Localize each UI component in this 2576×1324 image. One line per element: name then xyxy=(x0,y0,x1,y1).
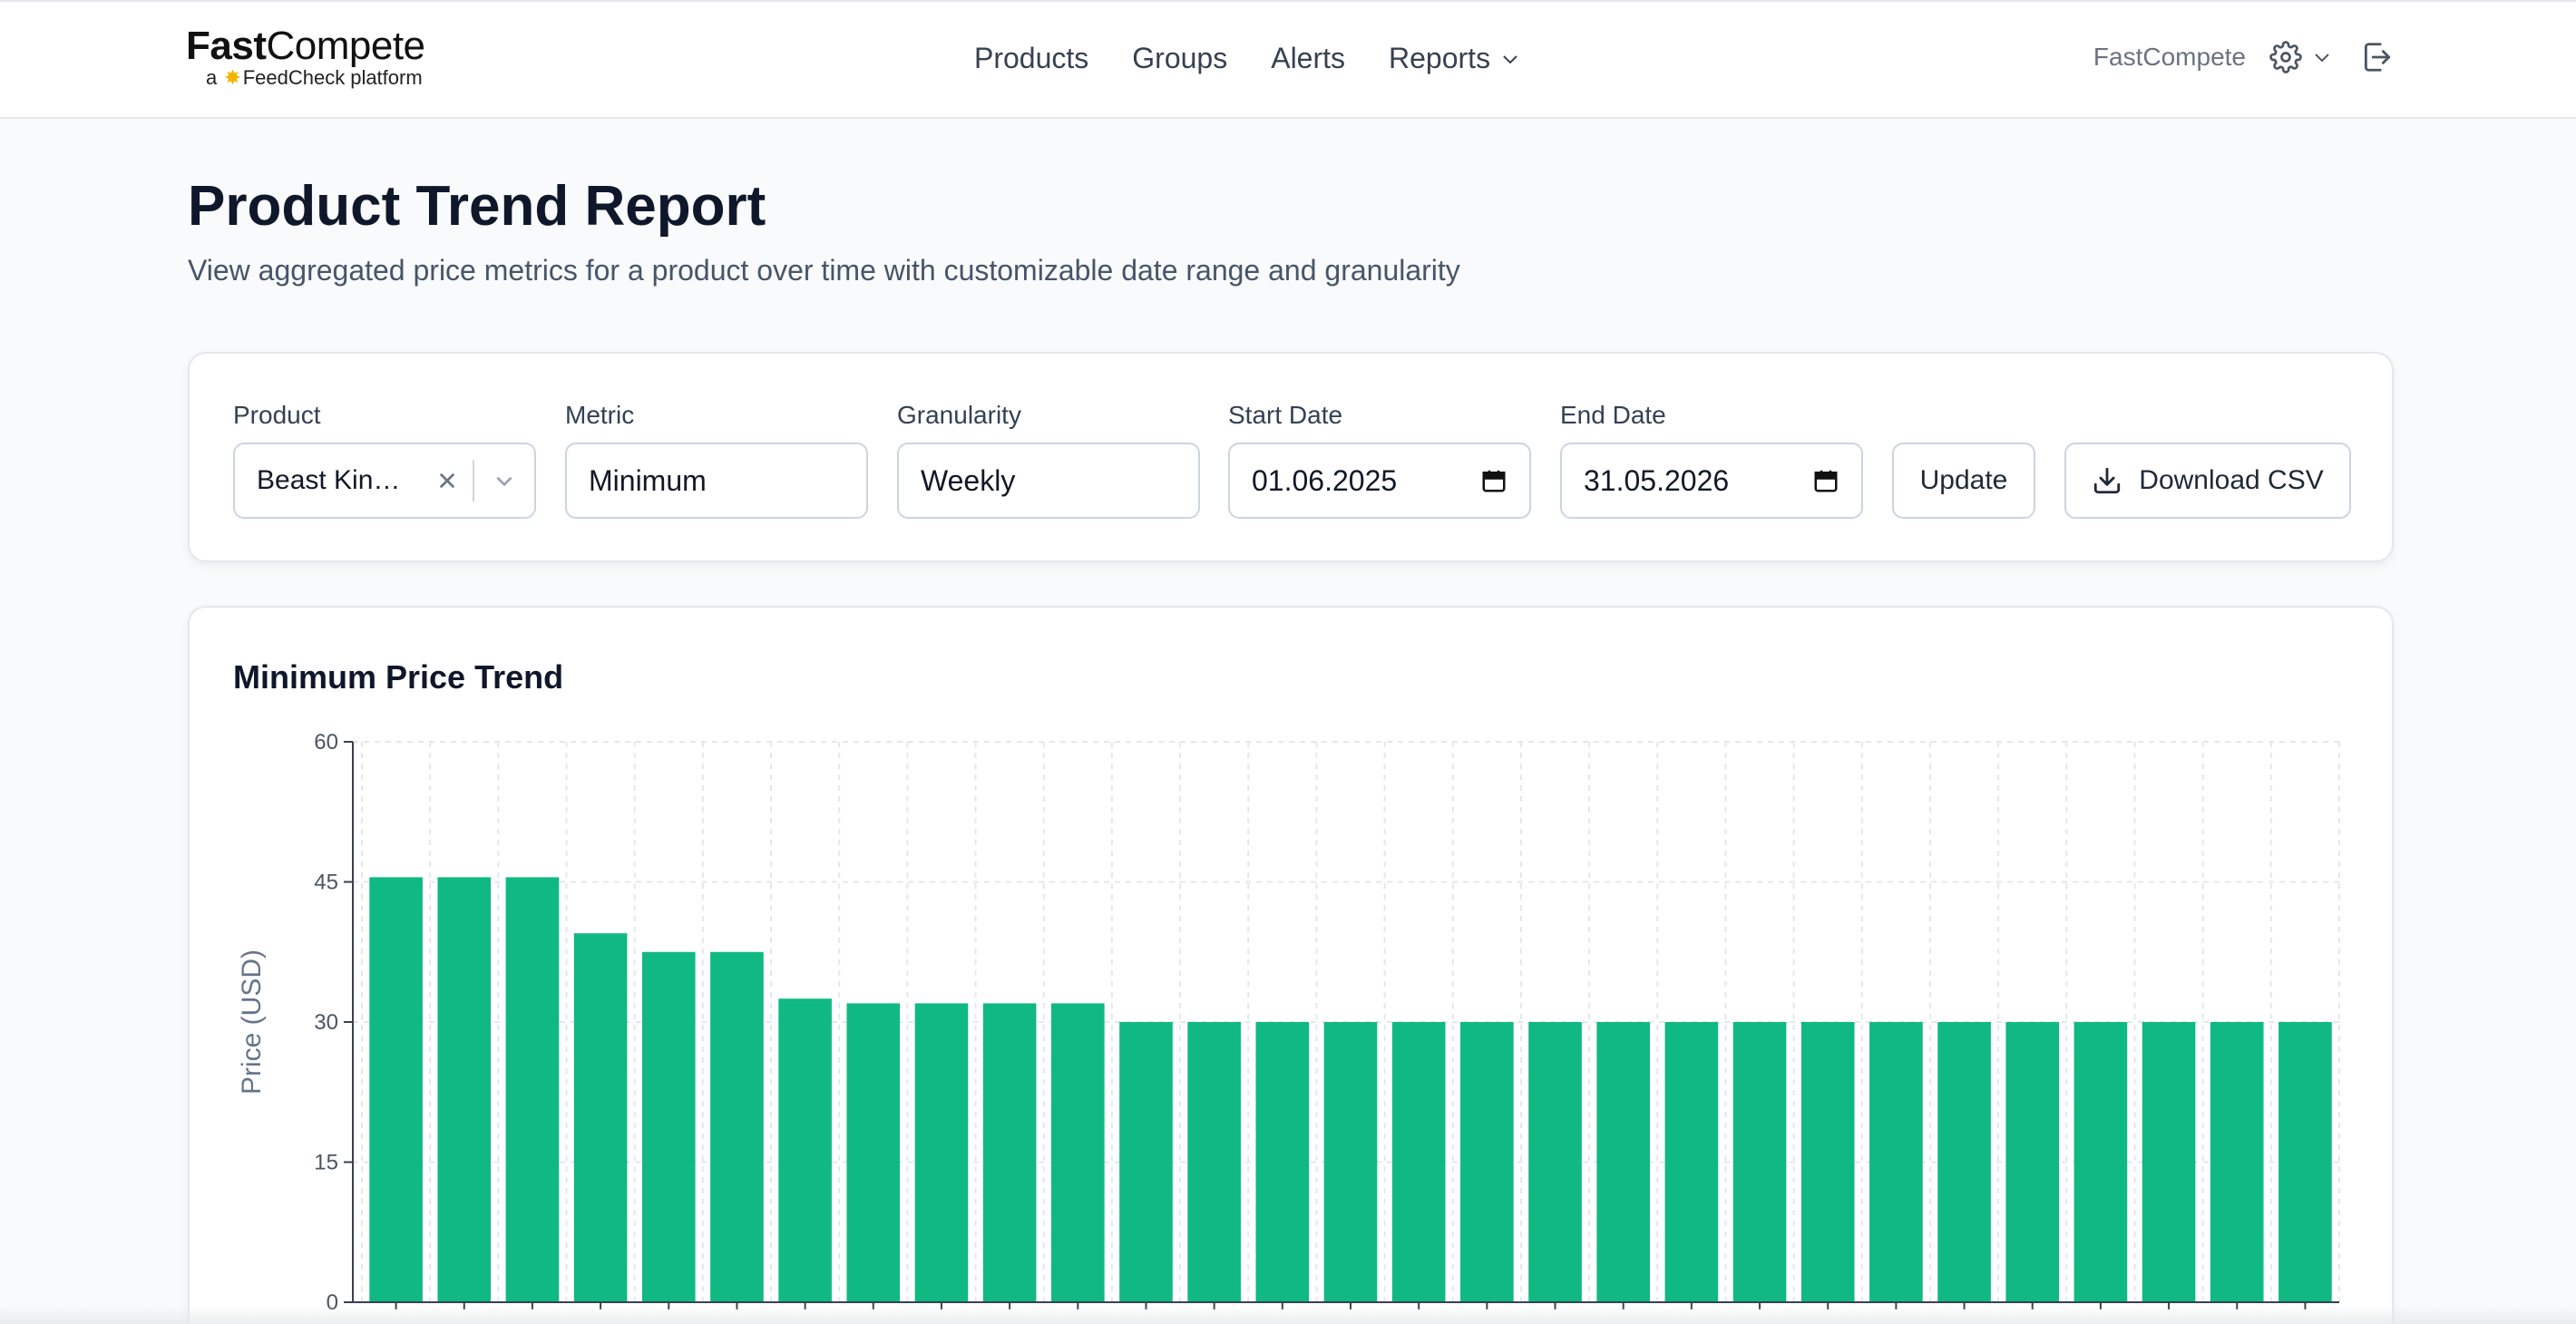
nav-reports[interactable]: Reports xyxy=(1389,42,1521,75)
chart-bar xyxy=(573,933,628,1302)
header-user-area: FastCompete xyxy=(2093,40,2395,74)
chart-bar xyxy=(1187,1022,1241,1302)
nav-products[interactable]: Products xyxy=(974,42,1089,74)
gear-icon xyxy=(2269,41,2302,73)
chevron-down-icon xyxy=(1503,54,1517,63)
viewport-edge-shadow xyxy=(0,1306,2576,1324)
chart-bar xyxy=(369,877,423,1302)
top-navbar: FastCompete a ✸ FeedCheck platform Produ… xyxy=(0,0,2576,119)
end-date-input[interactable]: 31.05.2026 xyxy=(1560,443,1863,519)
feedcheck-star-icon: ✸ xyxy=(224,66,241,89)
end-date-value: 31.05.2026 xyxy=(1584,463,1730,497)
product-dropdown-toggle[interactable] xyxy=(474,469,534,492)
logo[interactable]: FastCompete a ✸ FeedCheck platform xyxy=(186,25,425,89)
chart-bar xyxy=(641,951,696,1302)
metric-select-value: Minimum xyxy=(589,463,707,497)
org-name: FastCompete xyxy=(2093,43,2246,71)
chart-bar xyxy=(1460,1022,1514,1302)
calendar-icon[interactable] xyxy=(1812,467,1839,494)
calendar-icon[interactable] xyxy=(1480,467,1508,494)
start-date-input[interactable]: 01.06.2025 xyxy=(1228,443,1531,519)
start-date-label: Start Date xyxy=(1228,401,1343,429)
chart-bar xyxy=(1323,1022,1378,1302)
product-field: Product Beast Kin… xyxy=(233,401,536,519)
chart-card: Minimum Price Trend 0 15 30 45 60 Price (USD) xyxy=(188,606,2394,1324)
chart-title: Minimum Price Trend xyxy=(233,658,564,696)
chart-bar xyxy=(846,1003,901,1302)
update-button[interactable]: Update xyxy=(1892,443,2035,519)
end-date-label: End Date xyxy=(1560,401,1666,429)
chart-bar xyxy=(2210,1022,2264,1302)
granularity-field: Granularity Weekly xyxy=(897,401,1200,519)
chart-bar xyxy=(2278,1022,2332,1302)
y-tick-label: 15 xyxy=(314,1151,338,1175)
chevron-down-icon xyxy=(2315,54,2329,63)
download-csv-button[interactable]: Download CSV xyxy=(2064,443,2351,519)
chart-bar xyxy=(2073,1022,2128,1302)
chart-bar xyxy=(1528,1022,1582,1302)
page-title: Product Trend Report xyxy=(188,175,766,238)
start-date-field: Start Date 01.06.2025 xyxy=(1228,401,1531,519)
chart-bar xyxy=(1391,1022,1446,1302)
logout-icon xyxy=(2364,43,2391,72)
chart-bar xyxy=(914,1003,969,1302)
y-axis-title: Price (USD) xyxy=(237,949,267,1095)
main-nav: Products Groups Alerts Reports xyxy=(974,42,1565,75)
chart-bar xyxy=(505,877,560,1302)
chart-bar xyxy=(1664,1022,1719,1302)
metric-label: Metric xyxy=(565,401,635,429)
close-icon xyxy=(440,473,454,488)
chart-bar xyxy=(1869,1022,1923,1302)
filter-panel: Product Beast Kin… Metric Minimum Granul… xyxy=(188,352,2394,562)
download-icon xyxy=(2094,467,2121,494)
logo-tagline: a ✸ FeedCheck platform xyxy=(206,66,423,89)
metric-select[interactable]: Minimum xyxy=(565,443,868,519)
chart-bar xyxy=(437,877,492,1302)
chevron-down-icon xyxy=(496,476,512,487)
product-label: Product xyxy=(233,401,321,429)
chart-bar xyxy=(1596,1022,1651,1302)
chart-bar xyxy=(2142,1022,2196,1302)
page-subtitle: View aggregated price metrics for a prod… xyxy=(188,254,1460,287)
logout-button[interactable] xyxy=(2360,40,2395,74)
y-tick-label: 30 xyxy=(314,1010,338,1035)
product-select[interactable]: Beast Kin… xyxy=(233,443,536,519)
clear-selection-button[interactable] xyxy=(422,471,473,491)
chart-bar xyxy=(982,1003,1037,1302)
chart-bar xyxy=(1119,1022,1173,1302)
granularity-select-value: Weekly xyxy=(921,463,1016,497)
select-separator xyxy=(473,460,474,501)
settings-menu-button[interactable] xyxy=(2269,41,2333,73)
chart-bar xyxy=(710,951,764,1302)
metric-field: Metric Minimum xyxy=(565,401,868,519)
nav-groups[interactable]: Groups xyxy=(1132,42,1228,74)
nav-alerts[interactable]: Alerts xyxy=(1271,42,1346,74)
granularity-select[interactable]: Weekly xyxy=(897,443,1200,519)
chart-bar xyxy=(2005,1022,2060,1302)
y-tick-label: 45 xyxy=(314,871,338,895)
chart-bar xyxy=(1255,1022,1310,1302)
chart-bar xyxy=(1800,1022,1855,1302)
chart-bar xyxy=(1937,1022,1991,1302)
end-date-field: End Date 31.05.2026 xyxy=(1560,401,1863,519)
granularity-label: Granularity xyxy=(897,401,1021,429)
y-tick-label: 60 xyxy=(314,730,338,754)
start-date-value: 01.06.2025 xyxy=(1252,463,1398,497)
product-select-value: Beast Kin… xyxy=(257,465,401,495)
chart-bar xyxy=(778,998,832,1302)
chart-bar xyxy=(1050,1003,1105,1302)
logo-wordmark: FastCompete xyxy=(186,24,425,68)
chart-bar xyxy=(1732,1022,1787,1302)
